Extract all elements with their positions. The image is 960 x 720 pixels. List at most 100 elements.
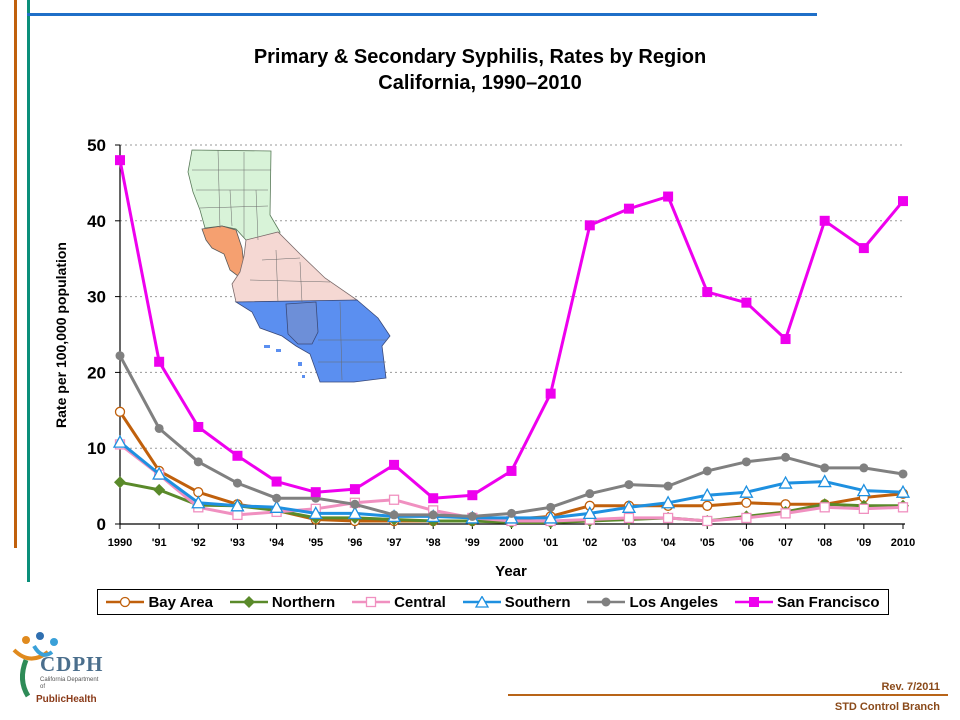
branch-name: STD Control Branch xyxy=(834,701,940,713)
decorative-vertical-line-teal xyxy=(27,0,30,582)
y-tick-labels: 0 10 20 30 40 50 xyxy=(87,136,106,534)
x-tick-label-9: '99 xyxy=(465,537,480,549)
point-san-francisco-5 xyxy=(310,487,321,498)
point-los-angeles-19 xyxy=(859,463,869,473)
point-southern-14 xyxy=(661,495,676,509)
x-tick-label-7: '97 xyxy=(387,537,402,549)
map-region-bay-area xyxy=(201,225,245,277)
x-tick-label-8: '98 xyxy=(426,537,441,549)
point-san-francisco-18 xyxy=(819,215,830,226)
legend-label-los-angeles: Los Angeles xyxy=(629,593,719,611)
point-los-angeles-0 xyxy=(115,351,125,361)
point-los-angeles-14 xyxy=(663,481,673,491)
point-los-angeles-7 xyxy=(389,510,399,520)
x-tick-label-14: '04 xyxy=(661,537,677,549)
point-los-angeles-4 xyxy=(272,493,282,503)
point-los-angeles-6 xyxy=(350,499,360,509)
x-tick-label-13: '03 xyxy=(622,537,637,549)
decorative-top-line xyxy=(27,13,817,16)
x-tick-label-19: '09 xyxy=(856,537,871,549)
x-tick-label-20: 2010 xyxy=(891,537,915,549)
x-tick-label-1: '91 xyxy=(152,537,167,549)
point-san-francisco-7 xyxy=(389,459,400,470)
point-bay-area-15 xyxy=(702,500,713,511)
series-line-los-angeles xyxy=(118,354,904,518)
point-san-francisco-12 xyxy=(584,220,595,231)
point-san-francisco-17 xyxy=(780,334,791,345)
series-southern xyxy=(112,434,911,524)
point-southern-18 xyxy=(817,474,832,488)
point-los-angeles-11 xyxy=(546,502,556,512)
logo-dept: PublicHealth xyxy=(36,694,97,705)
legend-label-northern: Northern xyxy=(271,593,336,611)
map-island-4 xyxy=(302,375,305,378)
point-los-angeles-3 xyxy=(232,478,242,488)
x-tick-label-10: 2000 xyxy=(499,537,523,549)
y-axis-label: Rate per 100,000 population xyxy=(53,242,69,428)
cdph-logo-icon xyxy=(12,632,58,698)
chart-title: Primary & Secondary Syphilis, Rates by R… xyxy=(120,44,840,96)
point-central-13 xyxy=(623,512,635,524)
point-southern-19 xyxy=(856,483,871,497)
point-central-19 xyxy=(858,503,869,514)
point-los-angeles-10 xyxy=(507,508,516,518)
point-los-angeles-15 xyxy=(702,466,712,476)
point-los-angeles-20 xyxy=(898,469,908,479)
x-tick-labels: 1990 '91 '92 '93 '94 '95 '96 '97 '98 '99 2000 '01 '0… xyxy=(108,537,915,549)
point-san-francisco-2 xyxy=(193,421,204,432)
logo-name: CDPH xyxy=(40,652,104,676)
point-los-angeles-18 xyxy=(820,463,830,473)
x-tick-label-6: '96 xyxy=(347,537,362,549)
chart-title-line-1: Primary & Secondary Syphilis, Rates by R… xyxy=(253,46,707,68)
y-tick-label-0: 0 xyxy=(97,515,106,534)
legend-label-central: Central xyxy=(394,593,446,611)
point-san-francisco-3 xyxy=(232,450,243,461)
point-los-angeles-9 xyxy=(467,511,477,521)
x-tick-label-12: '02 xyxy=(582,537,597,549)
legend-item-central: Central xyxy=(352,594,446,611)
legend-swatch-southern xyxy=(462,596,501,608)
map-region-northern xyxy=(187,149,281,247)
legend-swatch-central xyxy=(352,596,391,608)
legend-item-bay-area: Bay Area xyxy=(106,594,213,611)
y-tick-label-5: 50 xyxy=(87,136,106,155)
point-san-francisco-14 xyxy=(663,191,674,202)
point-los-angeles-17 xyxy=(781,452,791,462)
decorative-bottom-line xyxy=(508,694,948,696)
point-southern-12 xyxy=(582,506,597,520)
map-island-3 xyxy=(298,362,302,366)
point-central-16 xyxy=(741,512,752,524)
point-central-18 xyxy=(819,502,830,513)
point-san-francisco-1 xyxy=(154,356,165,367)
point-bay-area-0 xyxy=(114,406,126,417)
point-southern-11 xyxy=(543,510,558,524)
map-island-1 xyxy=(264,345,270,348)
legend-swatch-bay-area xyxy=(106,596,145,608)
y-tick-label-1: 10 xyxy=(87,439,106,458)
point-southern-15 xyxy=(700,487,715,501)
point-san-francisco-13 xyxy=(623,203,634,214)
legend-item-southern: Southern xyxy=(462,594,571,611)
legend-item-los-angeles: Los Angeles xyxy=(587,594,718,611)
point-southern-6 xyxy=(347,506,362,520)
legend-swatch-san-francisco xyxy=(734,597,773,607)
point-san-francisco-20 xyxy=(898,196,908,207)
point-los-angeles-1 xyxy=(154,423,164,433)
legend-item-san-francisco: San Francisco xyxy=(734,594,880,611)
x-tick-label-3: '93 xyxy=(230,537,245,549)
x-tick-label-5: '95 xyxy=(308,537,323,549)
series-los-angeles xyxy=(115,351,908,521)
legend-swatch-northern xyxy=(229,596,268,608)
legend-item-northern: Northern xyxy=(229,593,336,611)
point-southern-20 xyxy=(895,484,911,498)
series-lines xyxy=(112,155,911,529)
point-southern-0 xyxy=(112,434,128,448)
point-san-francisco-16 xyxy=(741,297,752,308)
california-region-map xyxy=(187,149,391,383)
point-central-14 xyxy=(662,512,674,524)
y-tick-label-3: 30 xyxy=(87,288,106,307)
x-axis-label: Year xyxy=(495,563,527,580)
point-southern-2 xyxy=(191,495,206,509)
y-tick-label-4: 40 xyxy=(87,212,106,231)
